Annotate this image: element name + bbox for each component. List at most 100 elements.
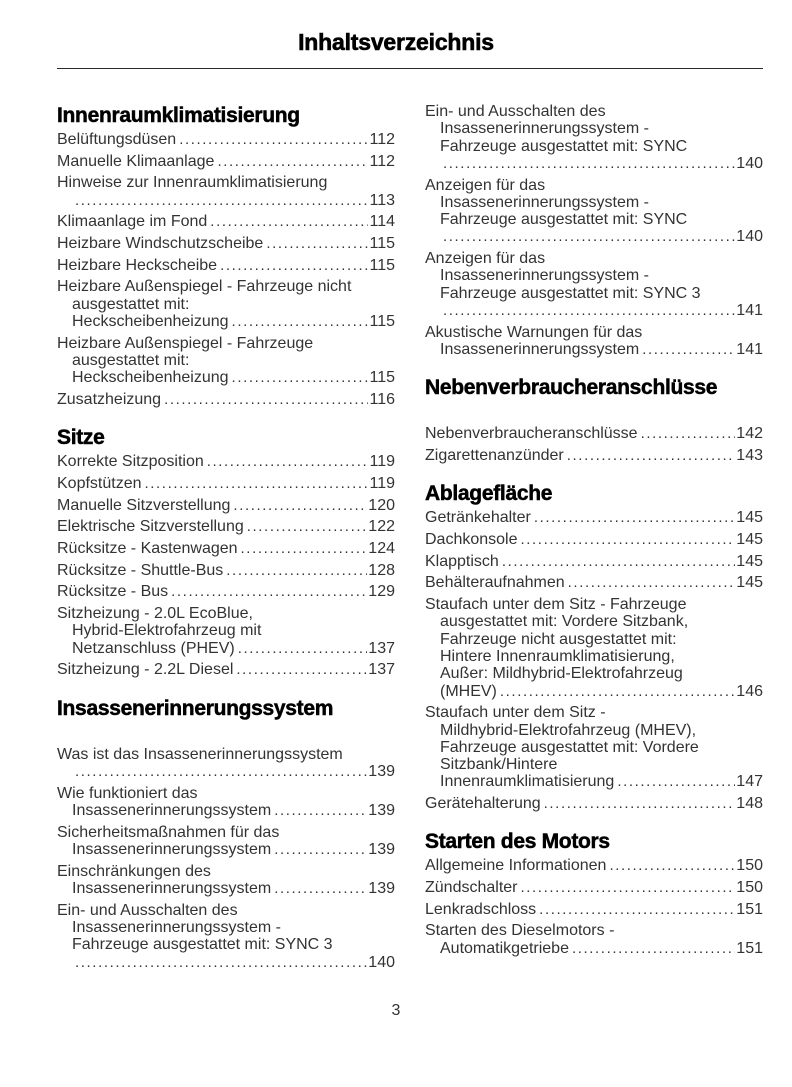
- dotted-leader: [521, 531, 736, 548]
- toc-entry: Staufach unter dem Sitz - Mildhybrid-Elek…: [425, 704, 763, 790]
- toc-entry-line: ausgestattet mit:: [72, 352, 190, 369]
- page-ref: 139: [368, 762, 395, 780]
- entry-text: Behälteraufnahmen: [425, 574, 565, 592]
- toc-entry: Elektrische Sitzverstellung 122: [57, 518, 395, 535]
- toc-entry-line: Ein- und Ausschalten des: [57, 901, 238, 919]
- dotted-leader: [210, 213, 368, 230]
- toc-entry-line: Staufach unter dem Sitz -: [425, 704, 606, 722]
- toc-entry-line: Fahrzeuge ausgestattet mit: Vordere: [440, 738, 699, 756]
- toc-entry-lastline: Dachkonsole 145: [425, 531, 763, 548]
- page-ref: 140: [368, 953, 395, 971]
- toc-entry: Heizbare Windschutzscheibe 115: [57, 235, 395, 252]
- toc-entry: Sitzheizung - 2.0L EcoBlue, Hybrid-Elektr…: [57, 605, 395, 657]
- toc-entry: Heizbare Außenspiegel - Fahrzeuge ausgest…: [57, 335, 395, 387]
- page-ref: 122: [368, 518, 395, 536]
- entry-text: Heizbare Heckscheibe: [57, 256, 218, 274]
- dotted-leader: [572, 940, 735, 957]
- dotted-leader: [226, 562, 367, 579]
- toc-entry-line: Staufach unter dem Sitz - Fahrzeuge: [425, 596, 687, 614]
- toc-entry: Manuelle Sitzverstellung 120: [57, 497, 395, 514]
- toc-entry-line: Starten des Dieselmotors -: [425, 922, 615, 940]
- entry-text: Zigarettenanzünder: [425, 447, 564, 465]
- toc-entry-line: Sicherheitsmaßnahmen für das: [57, 823, 280, 841]
- toc-entry-line: Fahrzeuge ausgestattet mit: SYNC 3: [72, 936, 333, 954]
- toc-entry-line: ausgestattet mit: Vordere Sitzbank,: [440, 613, 689, 631]
- toc-entry: Klimaanlage im Fond 114: [57, 213, 395, 230]
- dotted-leader: [539, 901, 735, 918]
- dotted-leader: [207, 453, 369, 470]
- toc-entry-lastline: Zigarettenanzünder 143: [425, 447, 763, 464]
- dotted-leader: [544, 795, 736, 812]
- dotted-leader: [500, 683, 735, 700]
- toc-entry: Hinweise zur Innenraumklimatisierung 113: [57, 174, 395, 209]
- dotted-leader: [236, 661, 367, 678]
- dotted-leader: [164, 391, 368, 408]
- toc-entry-lastline: Allgemeine Informationen 150: [425, 857, 763, 874]
- page-ref: 137: [368, 639, 395, 657]
- toc-entry-lastline: Insassenerinnerungssystem 139: [57, 880, 395, 897]
- toc-entry-lastline: 140: [425, 228, 763, 245]
- toc-entry-lastline: Rücksitze - Bus 129: [57, 583, 395, 600]
- toc-entry-line: Heizbare Außenspiegel - Fahrzeuge nicht: [57, 278, 352, 296]
- dotted-leader: [247, 518, 368, 535]
- entry-text: Korrekte Sitzposition: [57, 453, 204, 471]
- entry-text: Klimaanlage im Fond: [57, 213, 208, 231]
- page-ref: 145: [736, 574, 763, 592]
- toc-entry: Dachkonsole 145: [425, 531, 763, 548]
- dotted-leader: [641, 425, 736, 442]
- section-heading: Sitze: [57, 426, 105, 450]
- dotted-leader: [443, 228, 735, 245]
- entry-text: Belüftungsdüsen: [57, 131, 177, 148]
- entry-text: Rücksitze - Kastenwagen: [57, 540, 238, 558]
- toc-entry-line: Sitzbank/Hintere: [440, 756, 558, 774]
- dotted-leader: [617, 773, 735, 790]
- toc-entry: Nebenverbraucheranschlüsse 142: [425, 425, 763, 442]
- toc-entry: Gerätehalterung 148: [425, 795, 763, 812]
- toc-entry-lastline: Zusatzheizung 116: [57, 391, 395, 408]
- entry-text: Insassenerinnerungssystem: [440, 341, 640, 359]
- page-ref: 151: [736, 900, 763, 918]
- section-heading: Starten des Motors: [425, 830, 611, 854]
- entry-text: (MHEV): [440, 682, 497, 700]
- toc-entry-line: Außer: Mildhybrid-Elektrofahrzeug: [440, 665, 683, 683]
- toc-entry-lastline: Heckscheibenheizung 115: [57, 369, 395, 386]
- toc-entry: Sicherheitsmaßnahmen für das Insassenerin…: [57, 824, 395, 859]
- toc-entry-lastline: 140: [57, 954, 395, 971]
- toc-entry: Getränkehalter 145: [425, 509, 763, 526]
- toc-entry-lastline: 140: [425, 155, 763, 172]
- page-ref: 128: [368, 561, 395, 579]
- entry-text: Klapptisch: [425, 552, 499, 570]
- entry-text: Rücksitze - Bus: [57, 583, 169, 601]
- toc-entry-line: Sitzheizung - 2.0L EcoBlue,: [57, 605, 253, 623]
- toc-entry: Heizbare Heckscheibe 115: [57, 257, 395, 274]
- toc-entry: Akustische Warnungen für das Insassenerin…: [425, 324, 763, 359]
- toc-entry-lastline: Insassenerinnerungssystem 141: [425, 341, 763, 358]
- toc-entry-line: Anzeigen für das: [425, 176, 546, 194]
- dotted-leader: [75, 192, 368, 209]
- toc-entry: Klapptisch 145: [425, 553, 763, 570]
- entry-text: Dachkonsole: [425, 531, 518, 548]
- entry-text: Innenraumklimatisierung: [440, 773, 615, 791]
- page-ref: 140: [736, 228, 763, 246]
- page-number: 3: [391, 1002, 401, 1019]
- dotted-leader: [609, 857, 735, 874]
- page-ref: 145: [736, 531, 763, 548]
- page-ref: 112: [369, 131, 395, 148]
- toc-entry-line: Insassenerinnerungssystem -: [440, 193, 649, 211]
- toc-entry-line: Insassenerinnerungssystem -: [440, 267, 649, 285]
- page-ref: 115: [369, 235, 395, 253]
- toc-entry: Zigarettenanzünder 143: [425, 447, 763, 464]
- dotted-leader: [145, 475, 369, 492]
- dotted-leader: [443, 155, 735, 172]
- page-ref: 140: [736, 154, 763, 172]
- toc-entry-lastline: Innenraumklimatisierung 147: [425, 773, 763, 790]
- dotted-leader: [568, 574, 736, 591]
- toc-entry-line: Hybrid-Elektrofahrzeug mit: [72, 622, 262, 640]
- page-ref: 113: [369, 191, 395, 209]
- toc-entry-line: Wie funktioniert das: [57, 784, 198, 802]
- toc-column-left: Innenraumklimatisierung Belüftungsdüsen 11…: [57, 103, 395, 975]
- toc-entry-lastline: 139: [57, 763, 395, 780]
- toc-entry-line: Fahrzeuge ausgestattet mit: SYNC: [440, 137, 688, 155]
- page-ref: 114: [369, 213, 395, 231]
- dotted-leader: [274, 841, 367, 858]
